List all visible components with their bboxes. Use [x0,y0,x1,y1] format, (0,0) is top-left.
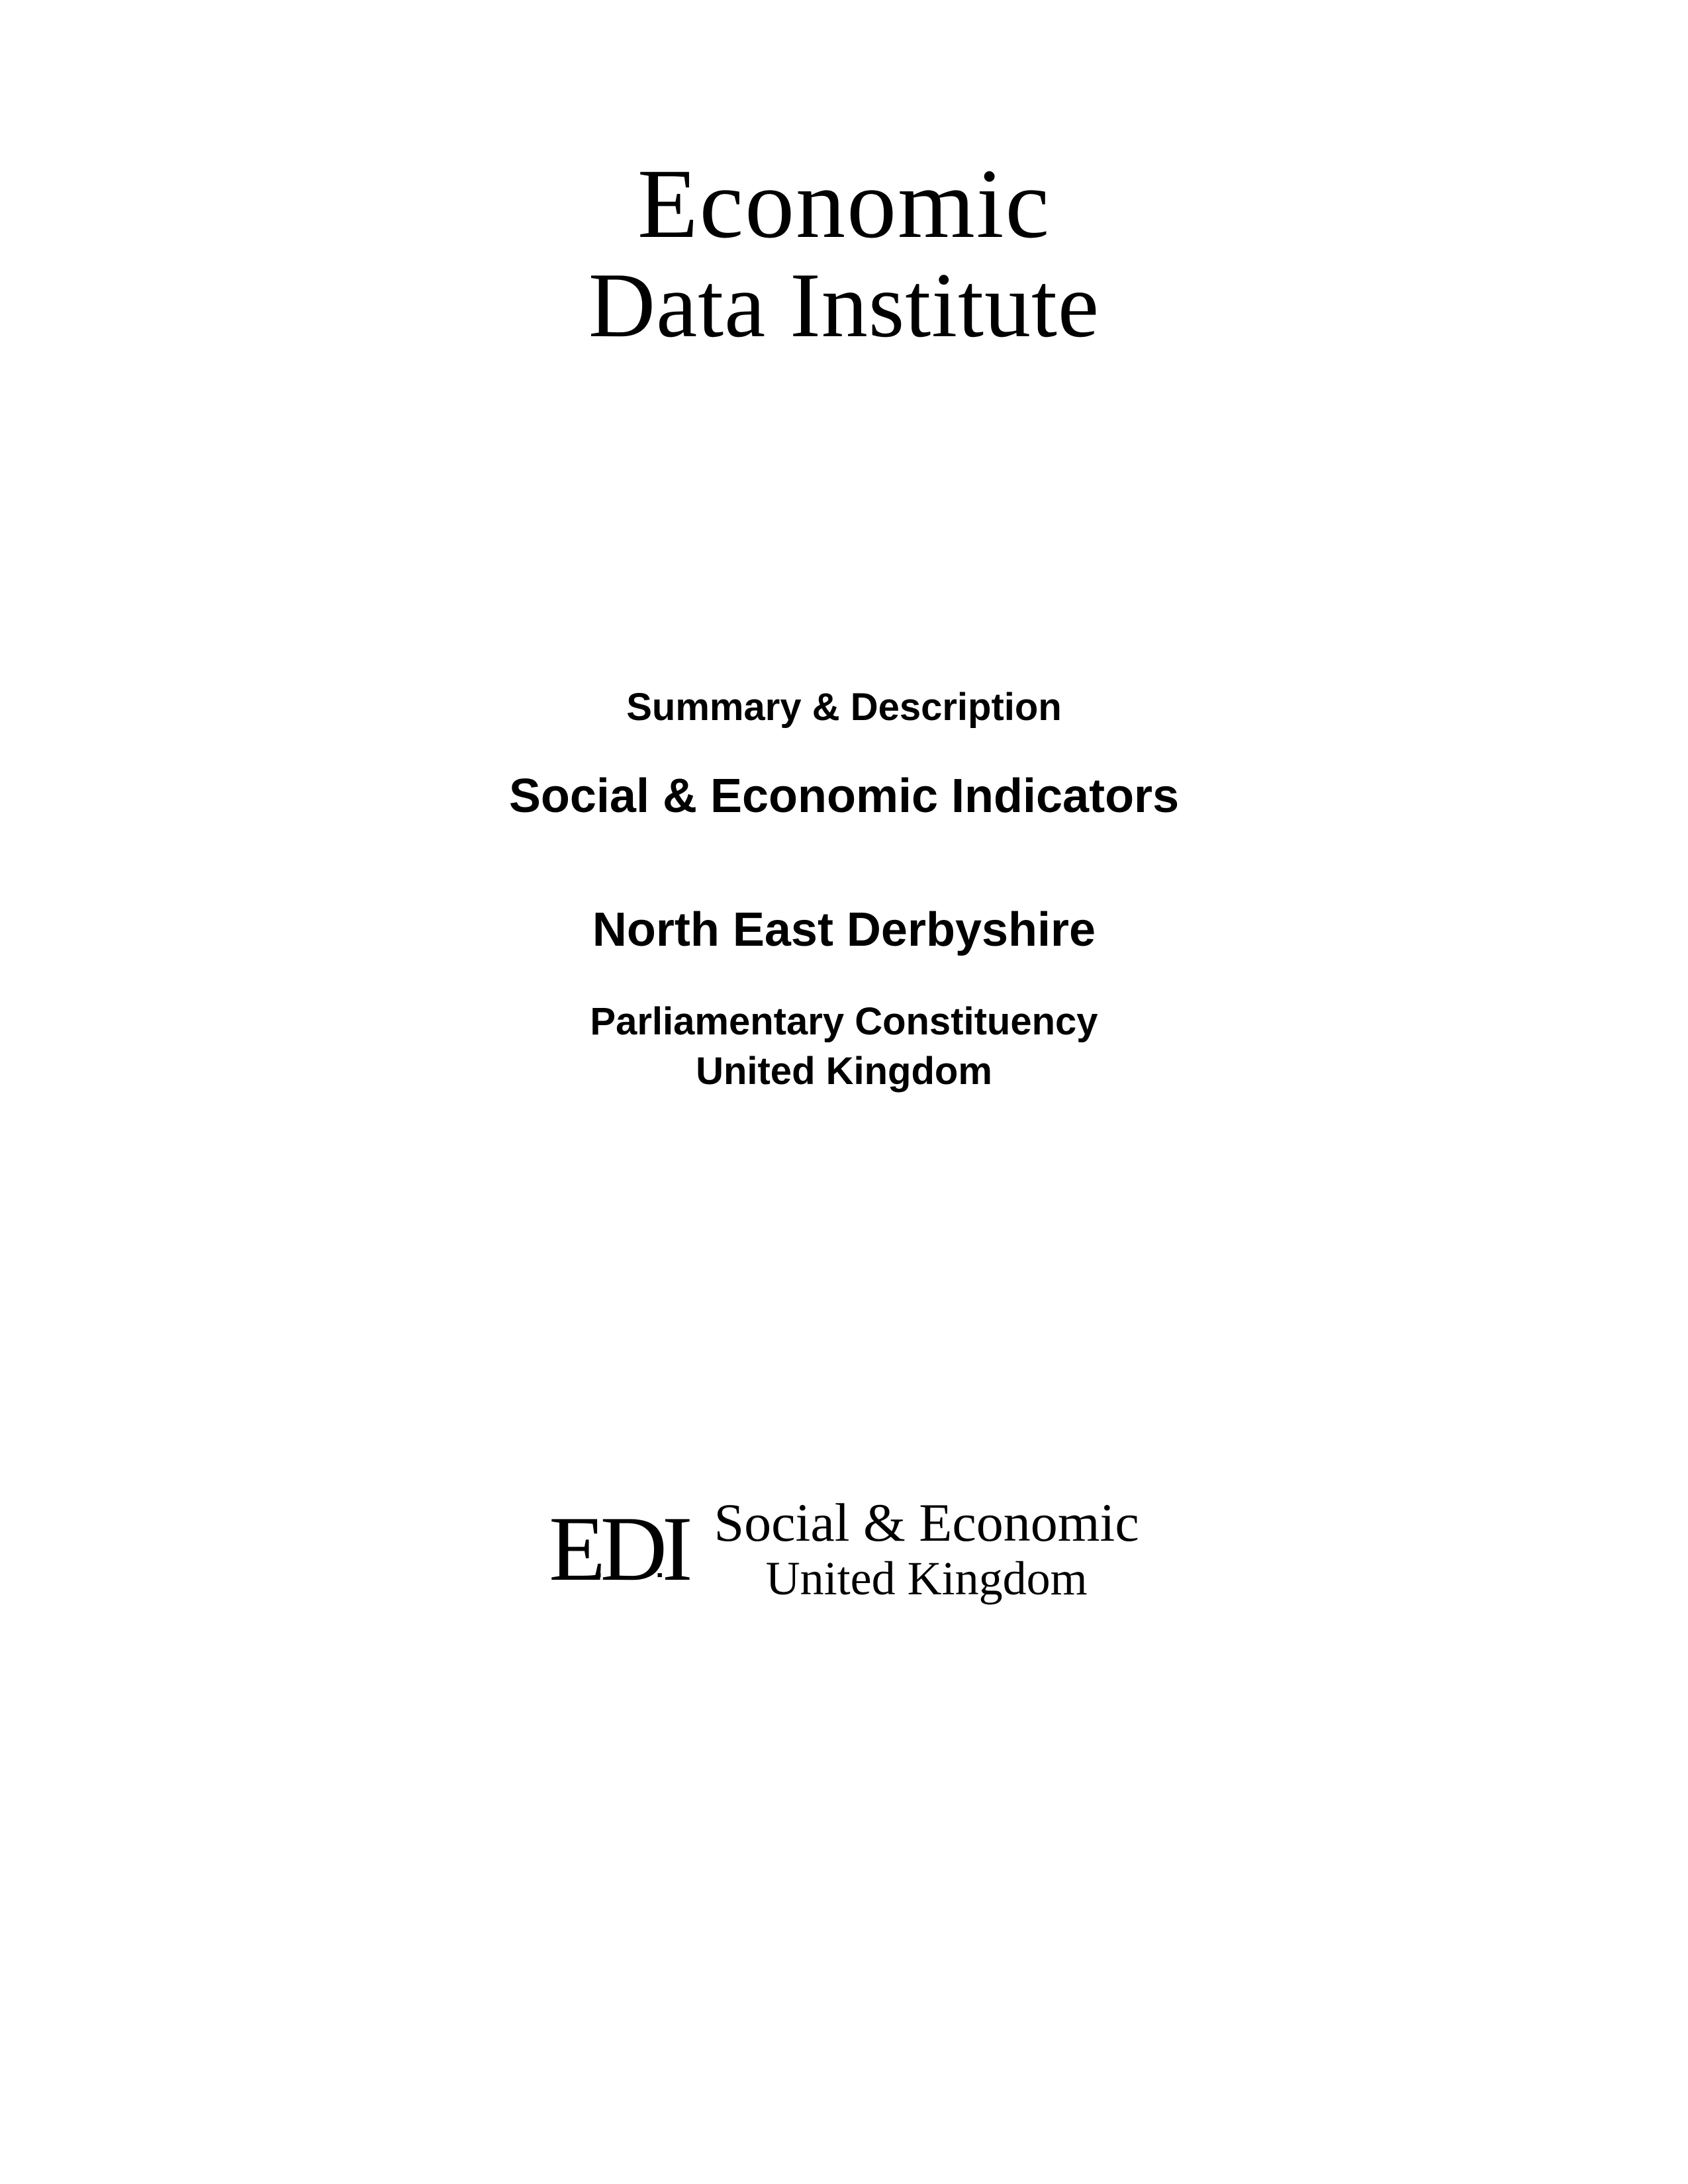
region-name: North East Derbyshire [509,903,1179,957]
bottom-logo-line1: Social & Economic [714,1493,1139,1553]
document-page: Economic Data Institute Summary & Descri… [0,0,1688,2184]
bottom-logo-line2: United Kingdom [714,1553,1139,1605]
edi-mark: EDI [549,1496,687,1602]
edi-mark-e: E [549,1498,600,1600]
summary-description-label: Summary & Description [509,685,1179,729]
indicators-title: Social & Economic Indicators [509,769,1179,823]
edi-mark-d: D [600,1498,662,1600]
constituency-line1: Parliamentary Constituency [509,997,1179,1046]
top-logo-line1: Economic [588,152,1100,257]
bottom-logo: EDI Social & Economic United Kingdom [549,1493,1139,1605]
top-logo: Economic Data Institute [588,152,1100,354]
title-block: Summary & Description Social & Economic … [509,685,1179,1097]
bottom-logo-text: Social & Economic United Kingdom [714,1493,1139,1605]
constituency-label: Parliamentary Constituency United Kingdo… [509,997,1179,1097]
top-logo-line2: Data Institute [588,257,1100,354]
edi-mark-i: I [662,1498,688,1600]
constituency-line2: United Kingdom [509,1046,1179,1096]
